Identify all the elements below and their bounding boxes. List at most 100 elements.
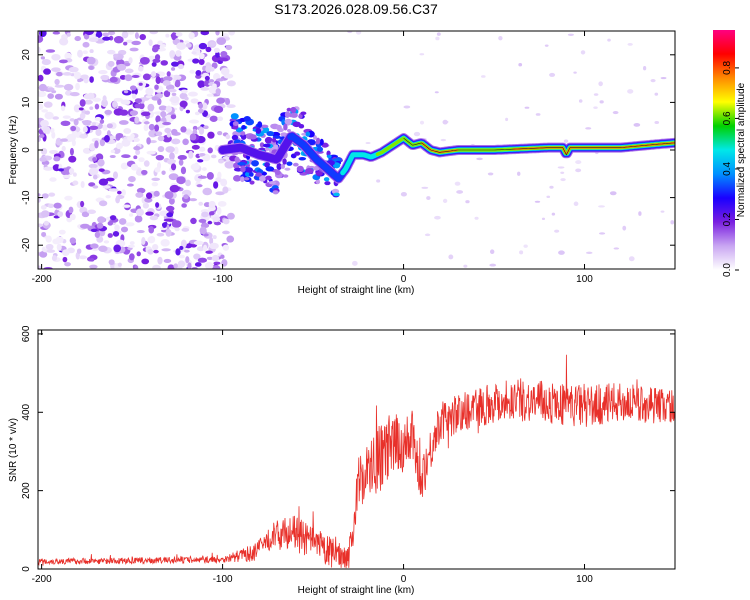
noise-blob	[169, 50, 176, 58]
noise-blob	[115, 196, 121, 204]
noise-blob	[113, 244, 122, 253]
noise-blob	[134, 265, 139, 269]
noise-blob	[99, 119, 105, 124]
transition-blob	[235, 127, 244, 133]
tail-noise-blob	[413, 131, 421, 137]
transition-blob	[292, 162, 299, 167]
noise-blob	[98, 168, 105, 172]
tail-noise-blob	[489, 263, 497, 267]
noise-blob	[98, 69, 108, 75]
noise-blob	[209, 242, 219, 250]
transition-blob	[282, 158, 287, 165]
noise-blob	[73, 71, 82, 80]
snr-x-tick-label: -100	[213, 574, 233, 585]
noise-blob	[184, 96, 189, 101]
noise-blob	[91, 137, 101, 143]
noise-blob	[127, 244, 135, 248]
noise-blob	[175, 79, 181, 88]
noise-blob	[135, 208, 144, 217]
noise-blob	[94, 103, 100, 110]
noise-blob	[120, 99, 131, 105]
snr-marks	[38, 354, 675, 569]
noise-blob	[180, 166, 187, 175]
noise-blob	[152, 243, 159, 251]
tail-noise-blob	[660, 76, 667, 80]
noise-blob	[122, 204, 131, 208]
tail-noise-blob	[434, 215, 441, 220]
transition-blob	[276, 163, 282, 171]
noise-blob	[43, 68, 51, 75]
noise-blob	[129, 47, 139, 52]
noise-blob	[204, 75, 210, 81]
tail-noise-blob	[524, 106, 530, 109]
colorbar-tick-label: 0.8	[722, 61, 733, 75]
noise-blob	[92, 174, 98, 180]
colorbar-tick-label: 0.0	[722, 263, 733, 277]
tail-noise-blob	[426, 196, 431, 200]
snr-x-tick-label: -200	[32, 574, 52, 585]
noise-blob	[133, 155, 138, 160]
noise-blob	[149, 215, 159, 221]
noise-blob	[95, 128, 102, 137]
tail-noise-blob	[575, 160, 582, 165]
noise-blob	[217, 130, 223, 136]
transition-blob	[259, 142, 265, 148]
noise-blob	[149, 31, 158, 35]
noise-blob	[100, 74, 110, 81]
tail-noise-blob	[403, 105, 411, 109]
noise-blob	[143, 160, 150, 167]
noise-blob	[108, 259, 115, 266]
transition-blob	[284, 167, 291, 171]
noise-blob	[147, 103, 155, 112]
noise-blob	[136, 230, 145, 234]
noise-blob	[167, 158, 176, 165]
noise-blob	[220, 51, 228, 57]
noise-blob	[180, 89, 188, 94]
noise-blob	[216, 78, 225, 82]
noise-blob	[226, 80, 236, 87]
noise-blob	[198, 127, 205, 135]
tail-noise-blob	[560, 178, 566, 182]
noise-blob	[81, 211, 90, 218]
noise-blob	[226, 104, 236, 109]
noise-blob	[69, 213, 76, 221]
noise-blob	[72, 172, 77, 177]
noise-blob	[207, 131, 215, 139]
transition-blob	[292, 121, 301, 128]
noise-blob	[203, 202, 211, 208]
colorbar-gradient	[713, 30, 735, 270]
noise-blob	[129, 110, 139, 116]
noise-blob	[152, 264, 161, 269]
noise-blob	[68, 206, 74, 214]
noise-blob	[212, 235, 217, 240]
noise-blob	[117, 63, 127, 71]
noise-blob	[104, 109, 113, 115]
noise-blob	[161, 248, 171, 252]
tail-noise-blob	[627, 42, 633, 46]
tail-noise-blob	[517, 171, 521, 176]
transition-blob	[284, 118, 293, 125]
noise-blob	[176, 42, 187, 50]
transition-blob	[249, 180, 255, 185]
noise-blob	[157, 135, 165, 142]
noise-blob	[151, 46, 159, 53]
noise-blob	[129, 241, 135, 245]
noise-blob	[162, 222, 167, 228]
noise-blob	[121, 139, 131, 147]
noise-blob	[57, 211, 64, 217]
noise-blob	[136, 187, 146, 194]
noise-blob	[198, 201, 204, 206]
noise-blob	[174, 227, 180, 232]
transition-blob	[270, 123, 277, 129]
noise-blob	[88, 182, 96, 187]
noise-blob	[102, 36, 111, 41]
noise-blob	[164, 127, 172, 134]
noise-blob	[38, 197, 41, 203]
noise-blob	[92, 185, 99, 189]
tail-noise-blob	[436, 32, 441, 36]
noise-blob	[222, 244, 230, 251]
noise-blob	[76, 248, 82, 254]
noise-blob	[108, 188, 119, 192]
noise-blob	[99, 200, 108, 207]
